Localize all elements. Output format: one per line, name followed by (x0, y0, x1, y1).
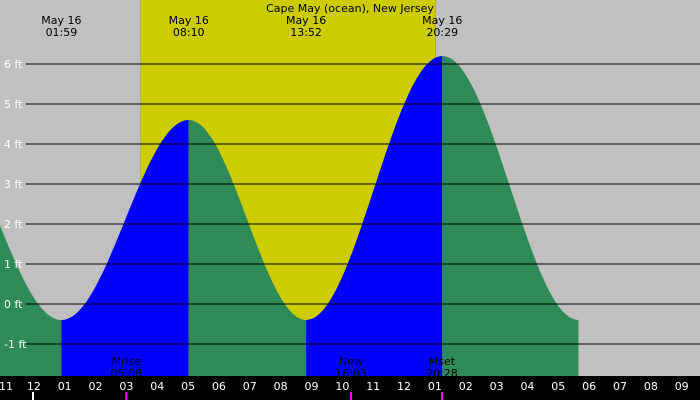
x-tick-label: 08 (274, 380, 288, 393)
tide-date: May 16 (41, 14, 81, 27)
x-tick-label: 02 (89, 380, 103, 393)
falling-tide-segment (442, 56, 579, 376)
moon-event-tick (440, 392, 443, 400)
tide-time: 13:52 (290, 26, 322, 39)
moon-event-tick (125, 392, 128, 400)
height-gridlines (26, 63, 700, 345)
tide-area (0, 56, 579, 376)
tide-time: 20:29 (426, 26, 458, 39)
tide-time: 01:59 (46, 26, 78, 39)
moon-event-tick (350, 392, 353, 400)
x-tick-label: 07 (243, 380, 257, 393)
y-tick-label: -1 ft (4, 338, 27, 351)
rising-tide-segment (306, 56, 443, 376)
y-tick-label: 2 ft (4, 218, 23, 231)
x-tick-label: 12 (27, 380, 41, 393)
falling-tide-segment (0, 225, 62, 376)
x-tick-label: 02 (459, 380, 473, 393)
y-tick-label: 3 ft (4, 178, 23, 191)
midnight-marker (32, 392, 34, 400)
x-tick-label: 03 (119, 380, 133, 393)
x-tick-label: 11 (0, 380, 13, 393)
moon-event-label: New (339, 355, 363, 368)
tide-date: May 16 (169, 14, 209, 27)
x-tick-label: 08 (644, 380, 658, 393)
x-tick-label: 06 (582, 380, 596, 393)
x-tick-label: 07 (613, 380, 627, 393)
y-tick-label: 0 ft (4, 298, 23, 311)
x-tick-label: 09 (305, 380, 319, 393)
x-tick-label: 01 (58, 380, 72, 393)
tide-date: May 16 (422, 14, 462, 27)
x-tick-label: 06 (212, 380, 226, 393)
tide-date: May 16 (286, 14, 326, 27)
moon-event-time: 20:28 (426, 367, 458, 380)
y-axis-labels: -1 ft 0 ft 1 ft 2 ft 3 ft 4 ft 5 ft 6 ft (4, 58, 27, 351)
moon-event-time: 16:03 (335, 367, 367, 380)
x-tick-label: 01 (428, 380, 442, 393)
moon-event-label: Mset (429, 355, 456, 368)
x-tick-label: 11 (366, 380, 380, 393)
tide-time: 08:10 (173, 26, 205, 39)
x-tick-label: 09 (675, 380, 689, 393)
x-tick-label: 03 (490, 380, 504, 393)
x-tick-label: 05 (551, 380, 565, 393)
y-tick-label: 4 ft (4, 138, 23, 151)
moon-event-time: 05:08 (110, 367, 142, 380)
x-tick-label: 05 (181, 380, 195, 393)
x-tick-label: 12 (397, 380, 411, 393)
x-axis: 11 12 01 02 03 04 05 06 07 08 09 10 11 12 01 02 03 04 05 06… (0, 376, 700, 400)
x-tick-label: 10 (335, 380, 349, 393)
moon-event-label: Mrise (111, 355, 141, 368)
x-tick-label: 04 (150, 380, 164, 393)
chart-title: Cape May (ocean), New Jersey (266, 2, 434, 15)
y-tick-label: 1 ft (4, 258, 23, 271)
x-axis-bar (0, 376, 700, 400)
x-tick-label: 04 (520, 380, 534, 393)
y-tick-label: 6 ft (4, 58, 23, 71)
y-tick-label: 5 ft (4, 98, 23, 111)
